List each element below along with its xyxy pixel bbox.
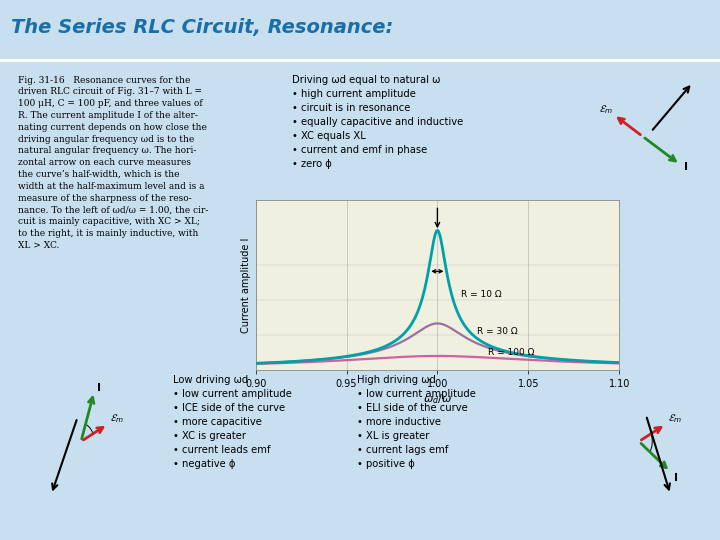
Text: R = 10 Ω: R = 10 Ω bbox=[461, 291, 502, 299]
Text: $\mathcal{E}_m$: $\mathcal{E}_m$ bbox=[667, 412, 682, 425]
Text: R = 30 Ω: R = 30 Ω bbox=[477, 327, 518, 336]
Text: High driving ωd
• low current amplitude
• ELI side of the curve
• more inductive: High driving ωd • low current amplitude … bbox=[356, 375, 475, 469]
Text: I: I bbox=[97, 383, 101, 393]
Text: R = 100 Ω: R = 100 Ω bbox=[488, 348, 535, 357]
Text: I: I bbox=[684, 162, 688, 172]
X-axis label: $\omega_d/\omega$: $\omega_d/\omega$ bbox=[423, 392, 452, 406]
Text: The Series RLC Circuit, Resonance:: The Series RLC Circuit, Resonance: bbox=[11, 18, 393, 37]
Text: I: I bbox=[674, 472, 678, 483]
Text: Fig. 31-16   Resonance curves for the
driven RLC circuit of Fig. 31–7 with L =
1: Fig. 31-16 Resonance curves for the driv… bbox=[18, 76, 208, 250]
Text: $\mathcal{E}_m$: $\mathcal{E}_m$ bbox=[599, 103, 613, 116]
Text: $\mathcal{E}_m$: $\mathcal{E}_m$ bbox=[109, 412, 124, 425]
Text: Driving ωd equal to natural ω
• high current amplitude
• circuit is in resonance: Driving ωd equal to natural ω • high cur… bbox=[292, 75, 464, 169]
Text: Low driving ωd
• low current amplitude
• ICE side of the curve
• more capacitive: Low driving ωd • low current amplitude •… bbox=[173, 375, 292, 469]
Y-axis label: Current amplitude I: Current amplitude I bbox=[241, 237, 251, 333]
